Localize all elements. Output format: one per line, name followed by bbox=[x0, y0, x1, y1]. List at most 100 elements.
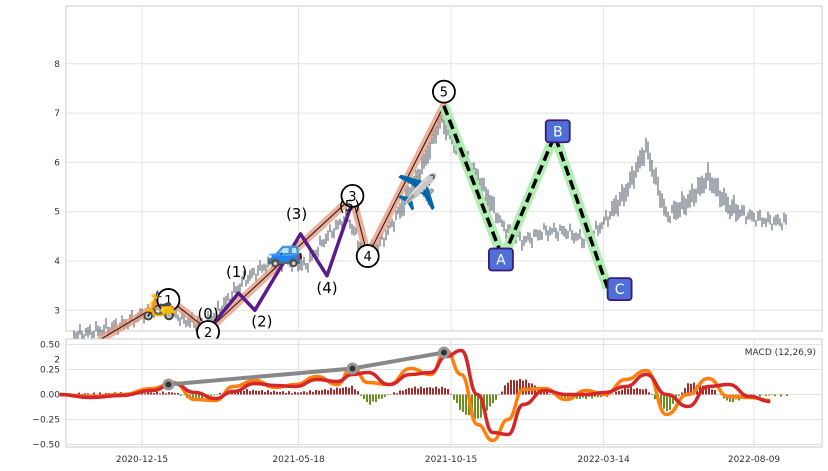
histogram-bar bbox=[261, 390, 263, 395]
wave-label-circle bbox=[156, 288, 181, 312]
histogram-bar bbox=[687, 383, 689, 395]
macd-panel: 2020-12-15 2021-05-18 2021-10-15 2022-03-14… bbox=[32, 338, 823, 465]
histogram-bar bbox=[417, 388, 419, 395]
histogram-bar bbox=[192, 394, 194, 400]
histogram-bar bbox=[546, 391, 548, 395]
histogram-bar bbox=[153, 393, 155, 395]
subwave-label: (1) bbox=[226, 263, 247, 281]
correction-label-text: B bbox=[553, 124, 563, 140]
histogram-bar bbox=[396, 393, 398, 395]
histogram-bar bbox=[195, 394, 197, 401]
x-tick-label: 2021-05-18 bbox=[272, 455, 325, 465]
histogram-bar bbox=[297, 392, 299, 395]
histogram-bar bbox=[312, 391, 314, 395]
macd-y-tick-label: −0.25 bbox=[32, 416, 60, 426]
x-tick-label: 2020-12-15 bbox=[116, 455, 168, 465]
histogram-bar bbox=[456, 394, 458, 404]
histogram-bar bbox=[633, 389, 635, 395]
histogram-bar bbox=[786, 394, 788, 397]
histogram-bar bbox=[351, 385, 353, 395]
signal-line bbox=[59, 348, 771, 437]
histogram-bar bbox=[162, 391, 164, 395]
histogram-bar bbox=[201, 394, 203, 400]
correction-line bbox=[442, 105, 610, 289]
histogram-bar bbox=[480, 394, 482, 418]
histogram-bar bbox=[381, 394, 383, 399]
histogram-bar bbox=[168, 392, 170, 395]
histogram-bar bbox=[303, 391, 305, 395]
wave-label-4: 4 bbox=[355, 244, 380, 268]
histogram-bar bbox=[690, 383, 692, 395]
histogram-bar bbox=[519, 378, 521, 395]
wave-emoji: ✈️ bbox=[396, 171, 438, 212]
subwave-label-0: (0) bbox=[197, 305, 218, 323]
histogram-bar bbox=[177, 393, 179, 395]
wave-emoji: 🛵 bbox=[142, 289, 177, 322]
price-panel: 2345678012345(0)(1)(2)(3)(4)(5)ABC🛵🚙✈️ bbox=[54, 5, 823, 370]
histogram-bar bbox=[510, 380, 512, 395]
histogram-bar bbox=[705, 385, 707, 395]
wave-label-circle bbox=[432, 79, 456, 104]
histogram-bar bbox=[564, 394, 566, 400]
histogram-bar bbox=[360, 394, 362, 396]
histogram-bar bbox=[699, 383, 701, 395]
histogram-bar bbox=[492, 394, 494, 404]
histogram-bar bbox=[318, 390, 320, 395]
subwave-label: (4) bbox=[316, 279, 337, 297]
histogram-bar bbox=[639, 388, 641, 395]
histogram-bar bbox=[198, 394, 200, 399]
macd-y-tick-label: 0.50 bbox=[40, 341, 60, 351]
histogram-bar bbox=[504, 385, 506, 395]
histogram-bar bbox=[732, 394, 734, 403]
macd-y-tick-label: 0.25 bbox=[40, 366, 60, 376]
histogram-bar bbox=[333, 389, 335, 395]
histogram-bar bbox=[366, 394, 368, 403]
histogram-bar bbox=[354, 389, 356, 395]
wave-label-text: 2 bbox=[204, 326, 212, 341]
divergence-marker-inner bbox=[440, 349, 447, 356]
histogram-bar bbox=[339, 388, 341, 395]
histogram-bar bbox=[144, 393, 146, 395]
wave-label-3: 3 bbox=[340, 184, 365, 208]
macd-line bbox=[59, 348, 771, 443]
histogram-bar bbox=[174, 393, 176, 395]
histogram-bar bbox=[624, 387, 626, 395]
subwave-label: (3) bbox=[286, 205, 307, 223]
histogram-bar bbox=[432, 388, 434, 395]
histogram-bar bbox=[594, 394, 596, 397]
primary-wave-line bbox=[101, 105, 445, 340]
histogram-bar bbox=[444, 388, 446, 395]
price-plot-area bbox=[65, 5, 823, 332]
histogram-bar bbox=[402, 390, 404, 395]
histogram-bar bbox=[693, 382, 695, 395]
histogram-bar bbox=[342, 387, 344, 395]
histogram-bar bbox=[288, 391, 290, 395]
histogram-bar bbox=[315, 389, 317, 395]
histogram-bar bbox=[759, 394, 761, 397]
histogram-bar bbox=[252, 389, 254, 395]
histogram-bar bbox=[513, 380, 515, 395]
histogram-bar bbox=[630, 386, 632, 395]
histogram-bar bbox=[525, 379, 527, 395]
histogram-bar bbox=[714, 390, 716, 395]
histogram-bar bbox=[276, 391, 278, 395]
histogram-bar bbox=[636, 387, 638, 395]
price-y-tick-label: 3 bbox=[54, 306, 60, 316]
wave-label-text: 1 bbox=[164, 294, 172, 309]
histogram-bar bbox=[156, 391, 158, 395]
histogram-bar bbox=[477, 394, 479, 419]
histogram-bar bbox=[774, 394, 776, 397]
histogram-bar bbox=[648, 392, 650, 395]
histogram-bar bbox=[375, 394, 377, 403]
histogram-bar bbox=[465, 394, 467, 415]
histogram-bar bbox=[435, 386, 437, 395]
histogram-bar bbox=[585, 394, 587, 399]
x-tick-label: 2022-08-09 bbox=[728, 455, 781, 465]
histogram-bar bbox=[384, 394, 386, 397]
histogram-bar bbox=[516, 380, 518, 395]
histogram-bar bbox=[180, 394, 182, 396]
histogram-bar bbox=[567, 394, 569, 399]
histogram-bar bbox=[300, 392, 302, 395]
correction-label-B: B bbox=[544, 119, 571, 144]
histogram-bar bbox=[213, 394, 215, 396]
